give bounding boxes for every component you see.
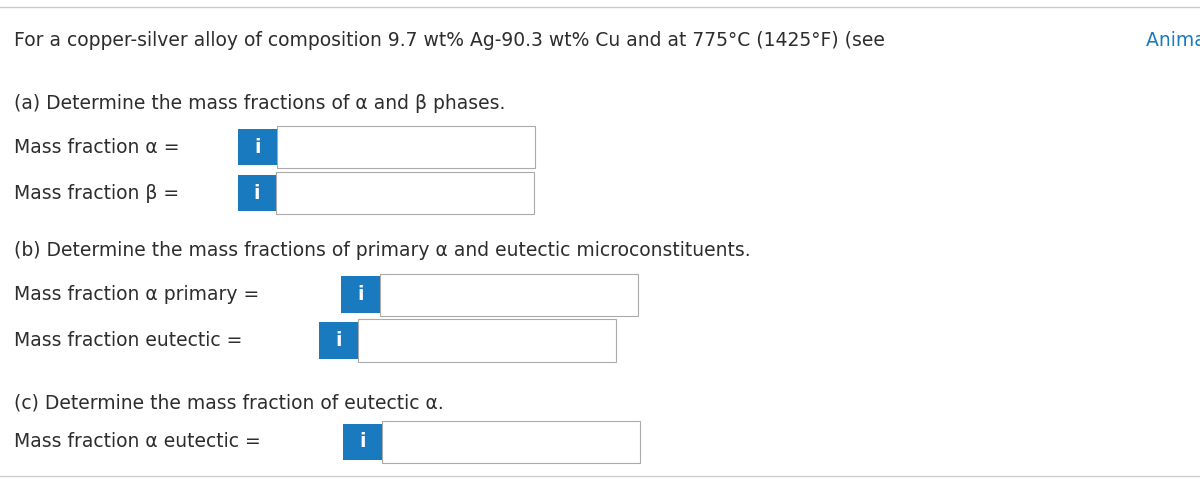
Text: (a) Determine the mass fractions of α and β phases.: (a) Determine the mass fractions of α an… (14, 94, 505, 113)
Text: i: i (359, 432, 366, 452)
Text: Mass fraction eutectic =: Mass fraction eutectic = (14, 331, 248, 350)
Text: i: i (358, 285, 364, 304)
Text: i: i (254, 138, 260, 157)
FancyBboxPatch shape (382, 421, 640, 463)
FancyBboxPatch shape (238, 175, 276, 212)
FancyBboxPatch shape (343, 424, 382, 460)
Text: (b) Determine the mass fractions of primary α and eutectic microconstituents.: (b) Determine the mass fractions of prim… (14, 242, 751, 260)
Text: Mass fraction β =: Mass fraction β = (14, 184, 186, 203)
Text: i: i (253, 184, 260, 203)
Text: Mass fraction α eutectic =: Mass fraction α eutectic = (14, 432, 268, 452)
FancyBboxPatch shape (277, 126, 535, 169)
FancyBboxPatch shape (276, 172, 534, 214)
FancyBboxPatch shape (358, 319, 616, 362)
Text: (c) Determine the mass fraction of eutectic α.: (c) Determine the mass fraction of eutec… (14, 394, 444, 412)
Text: i: i (335, 331, 342, 350)
Text: Mass fraction α =: Mass fraction α = (14, 138, 186, 157)
Text: Animated Figure 9.7: Animated Figure 9.7 (1146, 31, 1200, 50)
Text: Mass fraction α primary =: Mass fraction α primary = (14, 285, 265, 304)
FancyBboxPatch shape (238, 129, 277, 166)
FancyBboxPatch shape (341, 276, 379, 313)
FancyBboxPatch shape (319, 322, 358, 359)
Text: For a copper-silver alloy of composition 9.7 wt% Ag-90.3 wt% Cu and at 775°C (14: For a copper-silver alloy of composition… (14, 31, 892, 50)
FancyBboxPatch shape (379, 273, 637, 316)
